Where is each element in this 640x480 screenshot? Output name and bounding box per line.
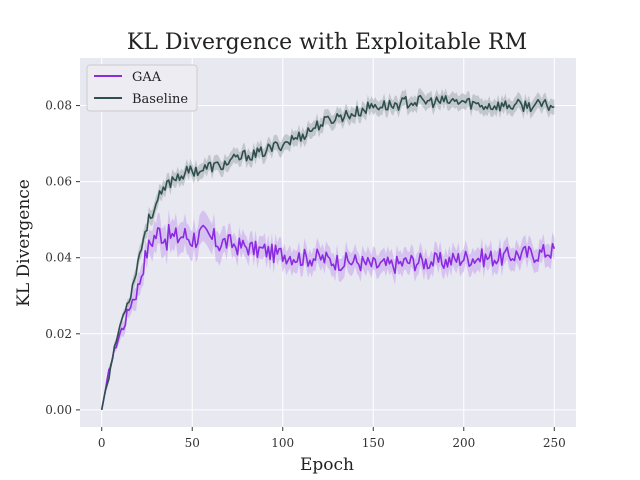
x-tick-label: 50: [185, 436, 200, 450]
line-baseline: [100, 94, 555, 411]
legend-label-baseline: Baseline: [132, 92, 188, 107]
chart-title: KL Divergence with Exploitable RM: [127, 30, 527, 55]
legend-label-gaa: GAA: [132, 70, 162, 85]
series-lines: [100, 94, 556, 411]
y-axis-label: KL Divergence: [14, 179, 34, 307]
x-tick-label: 0: [98, 436, 106, 450]
y-tick-label: 0.00: [45, 403, 72, 417]
y-tick-label: 0.06: [45, 175, 72, 189]
y-tick-label: 0.04: [45, 251, 72, 265]
y-tick-label: 0.02: [45, 327, 72, 341]
x-tick-label: 150: [362, 436, 385, 450]
y-tick-label: 0.08: [45, 99, 72, 113]
line-gaa: [100, 223, 556, 411]
x-tick-label: 200: [452, 436, 475, 450]
x-tick-label: 250: [543, 436, 566, 450]
legend: GAA Baseline: [86, 64, 198, 112]
band-baseline: [101, 88, 555, 410]
x-axis-label: Epoch: [300, 455, 354, 475]
x-tick-label: 100: [271, 436, 294, 450]
axis-ticks: 0 50 100 150 200 250 0.00 0.02 0.04 0.06 0.08: [45, 99, 565, 450]
